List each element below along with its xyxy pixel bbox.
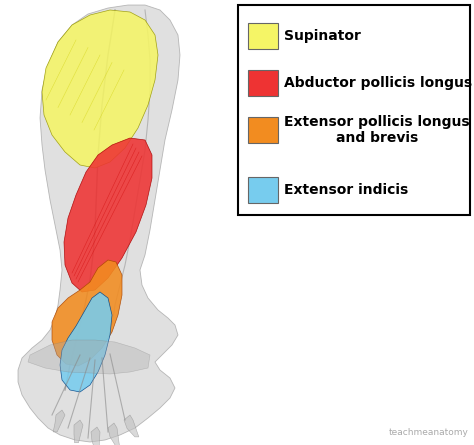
Text: Abductor pollicis longus: Abductor pollicis longus [284,76,472,90]
Polygon shape [42,10,158,168]
FancyBboxPatch shape [248,177,278,203]
Polygon shape [28,340,150,374]
Polygon shape [74,420,83,443]
Text: teachmeanatomy: teachmeanatomy [389,428,469,437]
Polygon shape [52,260,122,366]
FancyBboxPatch shape [248,70,278,96]
Polygon shape [60,292,112,392]
Text: Supinator: Supinator [284,29,361,43]
Polygon shape [108,423,119,445]
Polygon shape [124,415,139,437]
Text: Extensor pollicis longus
and brevis: Extensor pollicis longus and brevis [284,115,470,145]
Text: Extensor indicis: Extensor indicis [284,183,408,197]
FancyBboxPatch shape [248,23,278,49]
Polygon shape [53,410,65,432]
Polygon shape [18,5,180,442]
Polygon shape [91,427,100,445]
Polygon shape [64,138,152,292]
FancyBboxPatch shape [248,117,278,143]
FancyBboxPatch shape [238,5,470,215]
